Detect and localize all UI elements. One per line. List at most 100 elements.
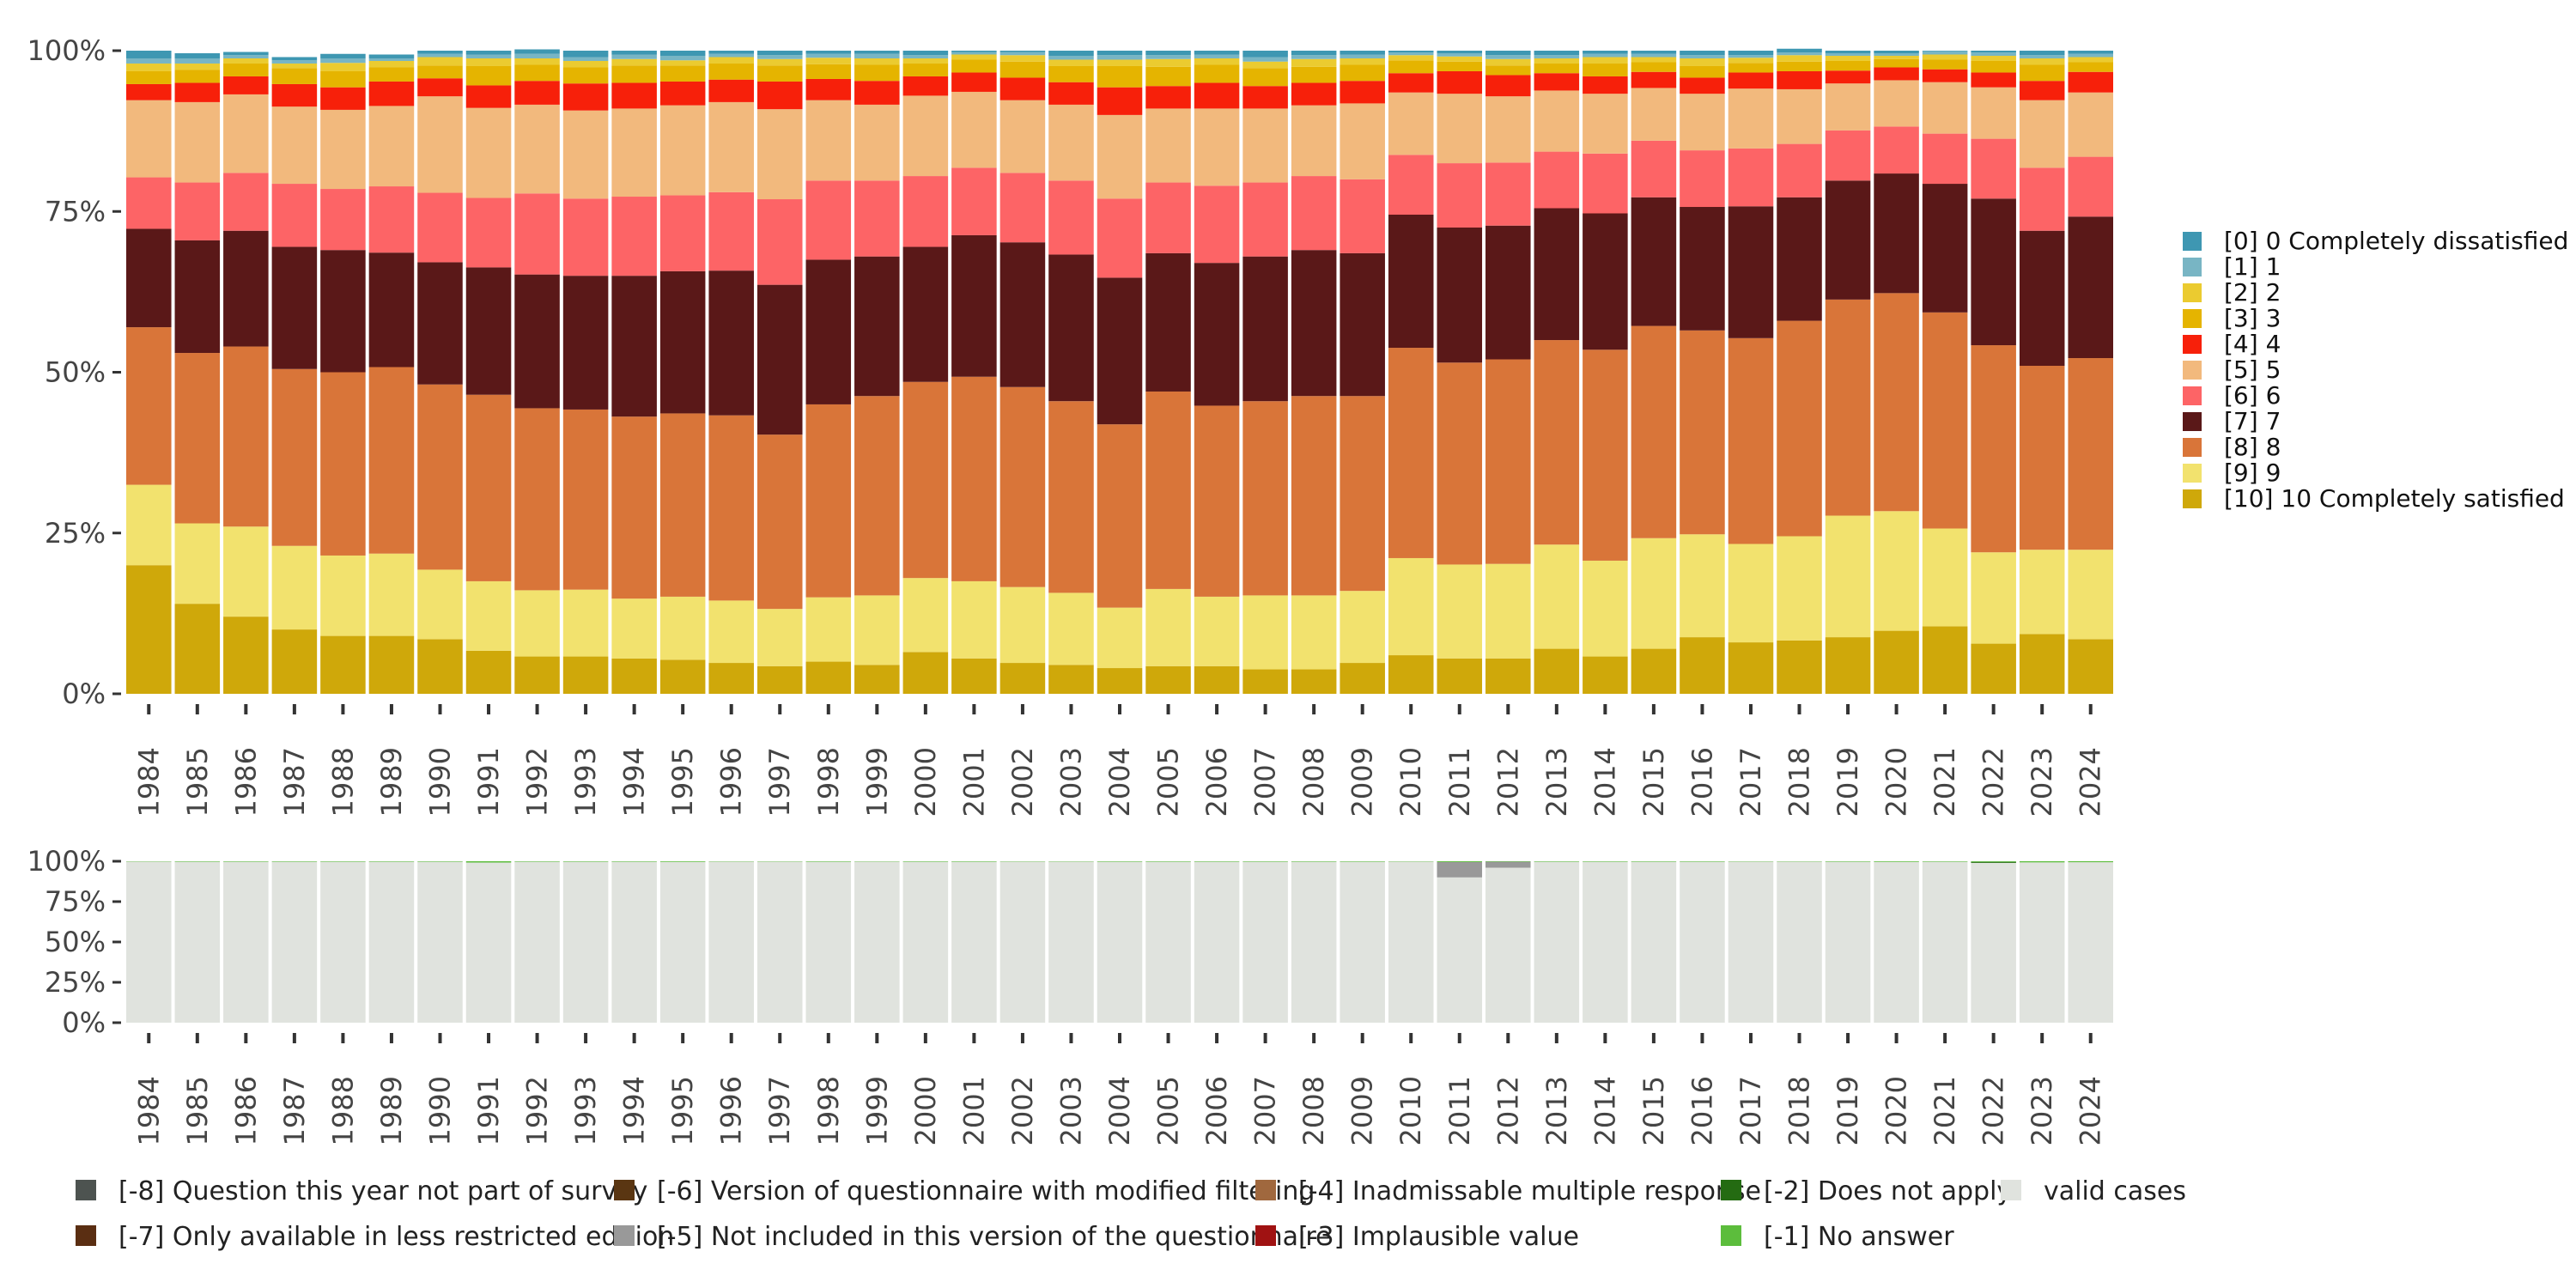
main-bar-1986-s2 [223,346,269,527]
missing-x-tick-label: 1992 [521,1076,554,1145]
missing-x-axis: 1984 1985 1986 1987 1988 1989 1990 1991 1992 1993… [132,1033,2107,1145]
main-bar-2012-s9 [1485,55,1531,59]
main-bar-2007-s7 [1242,68,1288,87]
main-bar-2001-s10 [951,51,997,52]
main-bar-2014-s3 [1583,213,1628,350]
main-bar-1990-s5 [417,96,463,193]
main-bar-2023-s0 [2019,634,2065,694]
main-bar-1997-s2 [756,434,803,610]
main-bar-1984-s6 [126,83,172,100]
missing-y-axis: 0% 25% 50% 75% 100% [27,845,121,1039]
main-bar-2012-s6 [1485,75,1531,97]
main-bar-1988-s1 [320,555,366,636]
legend-label: [8] 8 [2224,433,2281,461]
main-bar-2004-s4 [1097,198,1143,278]
main-bar-2011-s8 [1437,56,1483,62]
missing-bar-1985-s3 [174,861,221,862]
main-bar-1985-s6 [174,82,221,102]
main-bar-2002-s7 [999,61,1046,78]
legend-swatch [2183,412,2202,431]
legend-swatch [1721,1180,1741,1200]
missing-bar-2011-s3 [1437,861,1483,862]
main-bar-1996-s8 [708,57,754,64]
main-bar-1993-s10 [562,51,609,58]
missing-bar-2010-s0 [1388,861,1434,1023]
main-bar-2011-s6 [1437,70,1483,94]
main-bar-2001-s2 [951,376,997,581]
main-x-tick-label: 1992 [521,747,554,817]
main-bar-1994-s0 [611,658,657,694]
missing-bar-1989-s3 [368,861,415,862]
main-bar-2024-s4 [2068,156,2113,217]
main-bar-2005-s1 [1145,588,1191,666]
missing-bar-1999-s0 [854,861,900,1023]
main-bar-2019-s7 [1825,60,1871,71]
main-bar-2022-s6 [1971,72,2016,88]
main-bar-2011-s7 [1437,61,1483,71]
main-bar-1992-s3 [514,274,560,409]
missing-y-tick-label: 75% [45,885,106,918]
main-bar-2002-s8 [999,55,1046,62]
main-bar-2019-s6 [1825,70,1871,84]
main-bar-1996-s4 [708,191,754,271]
main-bar-2021-s8 [1922,54,1968,60]
main-bar-1984-s9 [126,58,172,64]
main-bar-1999-s8 [854,58,900,65]
main-bar-2007-s1 [1242,595,1288,670]
legend-swatch [2183,438,2202,457]
main-bar-2006-s9 [1194,54,1240,58]
missing-bar-2004-s0 [1097,861,1143,1023]
main-bar-2007-s6 [1242,86,1288,109]
main-bar-1998-s8 [805,58,852,64]
main-bar-1998-s10 [805,51,852,54]
main-bar-2011-s9 [1437,53,1483,57]
missing-x-tick-label: 2010 [1394,1076,1427,1145]
main-bar-1999-s7 [854,64,900,82]
main-bar-2000-s3 [902,246,949,382]
missing-y-tick-label: 25% [45,966,106,999]
main-bar-1997-s7 [756,65,803,82]
main-bar-1994-s4 [611,197,657,276]
main-legend: [0] 0 Completely dissatisfied[1] 1[2] 2[… [2183,227,2568,513]
missing-bar-2013-s3 [1534,861,1580,862]
missing-x-tick-label: 1998 [812,1076,845,1145]
legend-label: [-7] Only available in less restricted e… [118,1222,674,1252]
main-bar-2009-s9 [1340,54,1385,58]
missing-bar-1990-s3 [417,861,463,862]
main-y-tick-label: 100% [27,34,106,67]
main-bar-1989-s7 [368,67,415,82]
main-bar-2024-s2 [2068,358,2113,550]
main-bar-2001-s6 [951,72,997,92]
main-bar-2017-s7 [1728,63,1774,73]
legend-label: [6] 6 [2224,381,2281,410]
main-bar-2010-s8 [1388,55,1434,61]
missing-bar-1986-s0 [223,861,269,1023]
missing-legend: [-8] Question this year not part of surv… [76,1176,2186,1252]
main-x-tick-label: 2021 [1929,747,1961,817]
main-bar-2016-s5 [1680,94,1725,151]
main-bar-2014-s6 [1583,76,1628,94]
main-bar-1999-s1 [854,595,900,665]
main-bar-2020-s0 [1874,630,1919,694]
main-bar-1985-s0 [174,604,221,694]
main-bar-1989-s9 [368,58,415,61]
main-x-tick-label: 2010 [1394,747,1427,817]
main-bar-1990-s4 [417,192,463,263]
main-bar-2011-s5 [1437,94,1483,164]
main-bar-2022-s4 [1971,138,2016,199]
main-bar-2024-s6 [2068,71,2113,93]
main-bar-1995-s0 [659,659,706,694]
main-bar-1985-s9 [174,58,221,64]
main-x-tick-label: 2007 [1249,747,1282,817]
main-bar-2000-s2 [902,381,949,579]
missing-bar-1990-s0 [417,861,463,1023]
main-bar-1987-s2 [271,368,318,546]
main-bar-1997-s9 [756,55,803,59]
main-bar-2010-s4 [1388,155,1434,215]
main-x-tick-label: 2008 [1297,747,1330,817]
main-bar-2023-s4 [2019,167,2065,231]
main-bar-1984-s8 [126,63,172,71]
missing-bar-2020-s3 [1874,861,1919,862]
missing-bar-2009-s0 [1340,861,1385,1023]
main-bar-2019-s2 [1825,299,1871,516]
